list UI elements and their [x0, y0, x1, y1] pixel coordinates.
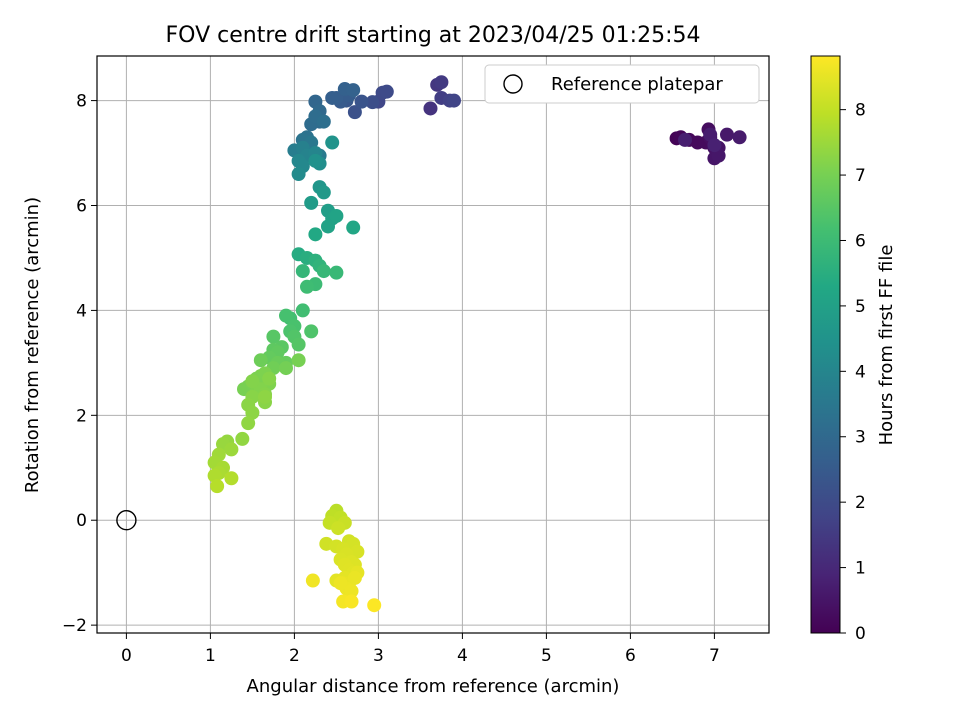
y-axis-label: Rotation from reference (arcmin): [22, 197, 43, 493]
x-axis-ticks: 0 1 2 3 4 5 6 7: [121, 633, 720, 666]
colorbar-tick-label: 2: [855, 493, 866, 513]
colorbar: 0 1 2 3 4 5 6 7 8 Hours from first FF file: [810, 55, 897, 644]
data-point: [703, 127, 718, 142]
y-tick-label: 6: [76, 196, 87, 216]
data-point: [423, 101, 438, 116]
data-point: [207, 468, 222, 483]
data-point: [347, 105, 362, 120]
data-point: [344, 584, 359, 599]
data-point: [305, 573, 320, 588]
data-point: [321, 219, 335, 234]
chart-title: FOV centre drift starting at 2023/04/25 …: [166, 23, 701, 48]
plot-frame: [96, 55, 770, 634]
y-tick-label: −2: [62, 616, 87, 636]
colorbar-ticks: 0 1 2 3 4 5 6 7 8: [840, 101, 866, 644]
colorbar-label: Hours from first FF file: [876, 245, 897, 446]
data-point: [235, 431, 250, 446]
x-tick-label: 4: [457, 646, 468, 666]
data-point: [325, 90, 340, 105]
data-point: [346, 220, 361, 235]
data-point: [379, 84, 394, 99]
data-point: [295, 264, 310, 279]
colorbar-tick-label: 4: [855, 362, 866, 382]
data-point: [720, 127, 734, 142]
y-tick-label: 2: [76, 406, 87, 426]
data-point: [253, 353, 268, 368]
data-point: [279, 308, 293, 323]
colorbar-gradient: [810, 55, 841, 634]
legend-entry-reference: Reference platepar: [551, 74, 723, 95]
colorbar-tick-label: 5: [855, 297, 866, 317]
data-point: [354, 94, 369, 109]
data-point: [346, 83, 361, 98]
x-tick-label: 2: [289, 646, 300, 666]
data-point: [367, 598, 382, 613]
data-point: [245, 405, 260, 420]
y-axis-ticks: −2 0 2 4 6 8: [62, 92, 97, 636]
data-point: [308, 153, 323, 168]
legend-box: [484, 64, 760, 104]
data-point: [678, 132, 692, 147]
data-point: [316, 185, 331, 200]
data-point: [291, 337, 306, 352]
data-point: [304, 195, 319, 210]
x-tick-label: 3: [373, 646, 384, 666]
data-point: [316, 114, 331, 129]
data-point: [291, 167, 306, 182]
reference-point: [116, 510, 137, 531]
data-point: [350, 544, 365, 559]
data-point: [279, 361, 293, 376]
x-tick-label: 5: [541, 646, 552, 666]
data-point: [241, 416, 256, 431]
colorbar-tick-label: 8: [855, 101, 866, 121]
data-point: [304, 324, 319, 339]
data-point: [325, 135, 340, 150]
data-point: [447, 93, 461, 108]
data-point: [329, 208, 344, 223]
data-point: [308, 227, 323, 242]
data-point: [224, 471, 239, 486]
y-tick-label: 8: [76, 92, 87, 112]
colorbar-tick-label: 0: [855, 624, 866, 644]
data-point: [300, 279, 314, 294]
x-axis-label: Angular distance from reference (arcmin): [247, 676, 620, 697]
data-point: [266, 329, 281, 344]
reference-marker: [116, 510, 137, 531]
x-tick-label: 0: [121, 646, 132, 666]
x-tick-label: 6: [625, 646, 636, 666]
data-point: [316, 264, 331, 279]
legend: Reference platepar: [484, 64, 760, 104]
data-point: [333, 576, 348, 591]
y-tick-label: 4: [76, 301, 87, 321]
grid: [97, 56, 769, 633]
data-point: [245, 374, 260, 389]
data-point: [331, 521, 346, 536]
data-point: [291, 353, 306, 368]
data-point: [329, 265, 344, 280]
legend-reference-marker: [503, 74, 523, 94]
data-point: [434, 75, 449, 90]
data-point: [711, 148, 726, 163]
x-tick-label: 1: [205, 646, 216, 666]
data-point: [732, 130, 747, 145]
colorbar-tick-label: 3: [855, 428, 866, 448]
data-point: [295, 303, 310, 318]
x-tick-label: 7: [709, 646, 720, 666]
data-point: [365, 95, 380, 110]
data-point: [344, 594, 359, 609]
data-point: [258, 389, 272, 404]
data-point: [224, 442, 239, 457]
colorbar-tick-label: 1: [855, 559, 866, 579]
y-tick-label: 0: [76, 511, 87, 531]
data-point: [262, 371, 277, 386]
data-point: [347, 570, 362, 585]
data-points: [207, 75, 747, 613]
data-point: [210, 479, 225, 494]
data-point: [707, 138, 722, 153]
colorbar-tick-label: 7: [855, 166, 866, 186]
colorbar-tick-label: 6: [855, 231, 866, 251]
